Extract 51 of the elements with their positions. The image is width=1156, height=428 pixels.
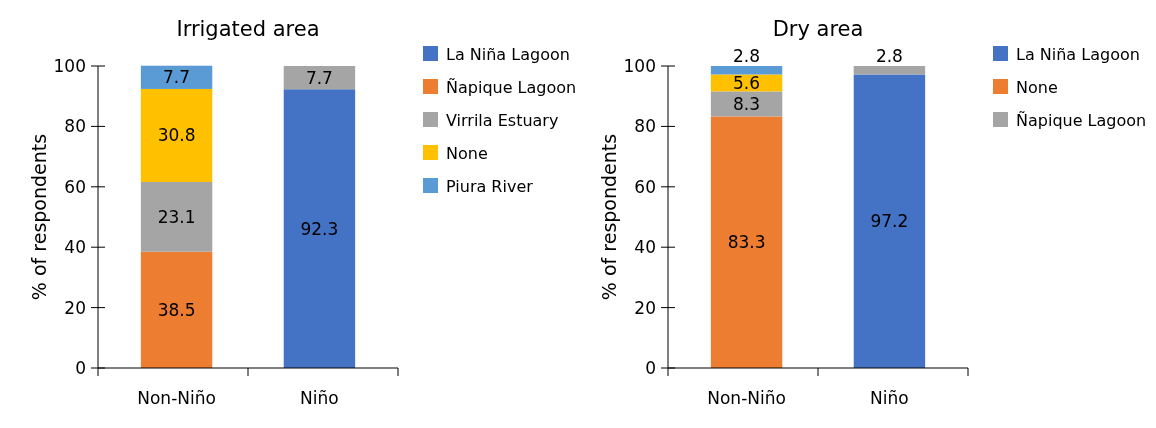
- data-label: 2.8: [875, 46, 903, 66]
- legend-label: None: [446, 144, 488, 163]
- bar: [140, 181, 213, 252]
- y-tick-label: 20: [634, 297, 656, 318]
- x-tick-label: Non-Niño: [137, 388, 216, 408]
- x-tick-label: Niño: [870, 388, 909, 408]
- data-label: 83.3: [727, 232, 766, 253]
- y-tick-label: 0: [75, 358, 86, 378]
- y-tick-label: 100: [623, 56, 656, 76]
- bar: [140, 88, 213, 182]
- legend-label: La Niña Lagoon: [446, 45, 570, 64]
- bar: [710, 66, 783, 75]
- bar: [140, 65, 213, 89]
- bar: [853, 74, 926, 368]
- bar: [283, 66, 356, 90]
- bar: [140, 251, 213, 368]
- y-tick-label: 60: [634, 176, 656, 197]
- x-tick-label: Non-Niño: [707, 388, 786, 408]
- data-label: 2.8: [733, 46, 761, 66]
- y-axis-title: % of respondents: [598, 133, 620, 301]
- legend-label: Piura River: [446, 177, 534, 196]
- y-tick-label: 40: [64, 237, 86, 258]
- x-tick-label: Niño: [300, 388, 339, 408]
- bar: [853, 66, 926, 75]
- data-label: 92.3: [300, 218, 339, 239]
- data-label: 97.2: [870, 211, 909, 232]
- y-tick-label: 20: [64, 297, 86, 318]
- y-axis-title: % of respondents: [28, 133, 50, 301]
- y-tick-label: 100: [53, 56, 86, 76]
- legend-label: None: [1016, 78, 1058, 97]
- y-tick-label: 60: [64, 176, 86, 197]
- data-label: 7.7: [163, 67, 191, 88]
- legend-label: Ñapique Lagoon: [1016, 111, 1147, 130]
- data-label: 30.8: [157, 125, 196, 146]
- bar: [710, 116, 783, 368]
- bar: [710, 91, 783, 117]
- data-label: 23.1: [157, 206, 196, 227]
- data-label: 8.3: [733, 93, 761, 114]
- y-tick-label: 0: [645, 358, 656, 378]
- legend-label: Ñapique Lagoon: [446, 78, 577, 97]
- legend-label: La Niña Lagoon: [1016, 45, 1140, 64]
- chart-title: Irrigated area: [176, 17, 320, 41]
- y-tick-label: 80: [634, 116, 656, 137]
- legend-label: Virrila Estuary: [446, 111, 559, 130]
- chart-title: Dry area: [772, 17, 864, 41]
- data-label: 5.6: [733, 72, 761, 93]
- data-label: 7.7: [305, 67, 333, 88]
- bar: [283, 89, 356, 368]
- y-tick-label: 80: [64, 116, 86, 137]
- y-tick-label: 40: [634, 237, 656, 258]
- data-label: 38.5: [157, 299, 196, 320]
